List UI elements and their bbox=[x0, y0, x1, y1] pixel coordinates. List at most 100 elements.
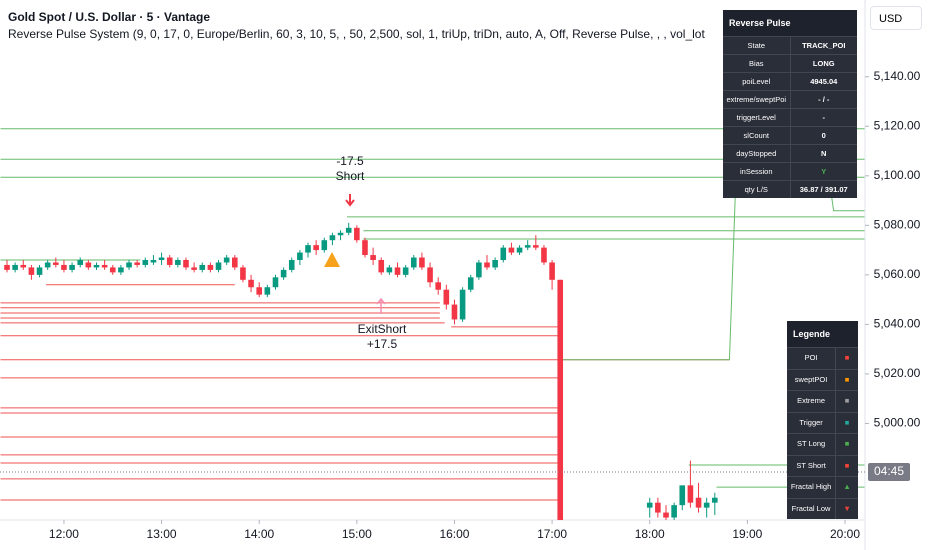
currency-button[interactable]: USD bbox=[870, 6, 922, 30]
candle-body bbox=[150, 260, 157, 263]
legend-symbol: ■ bbox=[835, 455, 858, 476]
info-row: slCount 0 bbox=[723, 126, 857, 144]
info-value: 36.87 / 391.07 bbox=[789, 181, 858, 198]
indicator-line: Reverse Pulse System (9, 0, 17, 0, Europ… bbox=[8, 27, 705, 41]
candle-body bbox=[175, 260, 181, 265]
candle-body bbox=[166, 257, 173, 265]
info-row: Bias LONG bbox=[723, 54, 857, 72]
legend-symbol: ■ bbox=[835, 434, 858, 455]
legend-symbol: ■ bbox=[835, 412, 858, 433]
candle-body bbox=[378, 260, 385, 273]
info-label: poiLevel bbox=[742, 77, 771, 86]
legend-row: Extreme ■ bbox=[787, 390, 858, 412]
legend-label: Fractal High bbox=[790, 482, 832, 491]
info-row: State TRACK_POI bbox=[723, 36, 857, 54]
legend-symbol: ■ bbox=[835, 369, 858, 390]
candle-body bbox=[44, 262, 51, 268]
legend-symbol: ■ bbox=[835, 391, 858, 412]
y-tick-label: 5,080.00 bbox=[874, 218, 921, 232]
candle-body bbox=[264, 287, 271, 295]
y-tick-label: 5,140.00 bbox=[874, 69, 921, 83]
candle-body bbox=[402, 267, 409, 275]
info-value: LONG bbox=[789, 55, 858, 72]
candle-body bbox=[524, 245, 531, 248]
x-tick-label: 20:00 bbox=[830, 527, 860, 541]
poi-marker bbox=[324, 252, 340, 267]
info-row: dayStopped N bbox=[723, 144, 857, 162]
y-tick-label: 5,120.00 bbox=[874, 118, 921, 132]
candle-body bbox=[207, 264, 214, 270]
y-tick-label: 5,000.00 bbox=[874, 416, 921, 430]
x-tick-label: 13:00 bbox=[147, 527, 177, 541]
legend-row: ST Long ■ bbox=[787, 433, 858, 455]
candle-body bbox=[215, 262, 222, 270]
candle-body bbox=[467, 277, 474, 290]
candle-body bbox=[69, 264, 75, 270]
legend-label: Trigger bbox=[799, 417, 823, 427]
legend-row: Fractal High ▲ bbox=[787, 476, 858, 498]
candle-body bbox=[443, 289, 450, 305]
candle-body bbox=[549, 262, 555, 280]
info-value: N bbox=[789, 145, 858, 162]
info-value: TRACK_POI bbox=[789, 37, 858, 54]
candle-body bbox=[557, 279, 564, 520]
info-row: poiLevel 4945.04 bbox=[723, 72, 857, 90]
candle-body bbox=[703, 502, 710, 508]
candle-body bbox=[451, 304, 458, 320]
y-tick-label: 5,060.00 bbox=[874, 267, 921, 281]
info-label: State bbox=[747, 41, 765, 50]
candle-body bbox=[77, 260, 84, 265]
annotation: Short bbox=[336, 169, 365, 183]
info-value: - / - bbox=[789, 91, 858, 108]
candle-body bbox=[231, 257, 238, 268]
info-value: - bbox=[789, 109, 858, 126]
info-label: slCount bbox=[743, 131, 769, 140]
candle-body bbox=[484, 262, 490, 268]
candle-body bbox=[305, 245, 311, 253]
candle-body bbox=[508, 247, 515, 253]
candle-body bbox=[4, 264, 10, 270]
candle-body bbox=[101, 264, 108, 268]
candle-body bbox=[459, 289, 466, 320]
legend-label: sweptPOI bbox=[794, 374, 828, 384]
candle-body bbox=[199, 264, 206, 270]
candle-body bbox=[410, 257, 417, 268]
info-table: Reverse Pulse State TRACK_POI Bias LONG poiLe… bbox=[723, 10, 857, 198]
candle-body bbox=[321, 240, 328, 251]
legend-symbol: ▲ bbox=[835, 477, 858, 498]
info-label: Bias bbox=[748, 59, 764, 68]
candle-body bbox=[370, 255, 376, 260]
legend-label: ST Short bbox=[796, 460, 826, 470]
y-tick-label: 5,020.00 bbox=[874, 366, 921, 380]
annotation: -17.5 bbox=[336, 154, 364, 168]
candle-body bbox=[142, 260, 149, 265]
candle-body bbox=[679, 485, 686, 506]
x-tick-label: 15:00 bbox=[342, 527, 372, 541]
candle-body bbox=[345, 227, 352, 233]
candle-body bbox=[288, 260, 295, 270]
candle-body bbox=[695, 497, 702, 508]
candle-body bbox=[109, 267, 116, 273]
candle-body bbox=[394, 267, 401, 275]
candle-body bbox=[646, 502, 653, 508]
x-tick-label: 14:00 bbox=[244, 527, 274, 541]
candle-body bbox=[28, 267, 35, 275]
candle-body bbox=[500, 247, 507, 260]
legend-symbol: ▼ bbox=[835, 498, 858, 519]
info-value: 0 bbox=[789, 127, 858, 144]
annotation: +17.5 bbox=[367, 337, 398, 351]
candle-body bbox=[712, 497, 718, 503]
legend-row: ST Short ■ bbox=[787, 454, 858, 476]
x-tick-label: 16:00 bbox=[439, 527, 469, 541]
x-tick-label: 12:00 bbox=[49, 527, 79, 541]
info-row: triggerLevel - bbox=[723, 108, 857, 126]
candle-body bbox=[248, 279, 254, 288]
x-tick-label: 19:00 bbox=[732, 527, 762, 541]
y-tick-label: 5,100.00 bbox=[874, 168, 921, 182]
legend-label: Extreme bbox=[797, 396, 826, 405]
candle-body bbox=[435, 282, 441, 290]
legend-row: sweptPOI ■ bbox=[787, 368, 858, 390]
legend-title: Legende bbox=[787, 321, 858, 347]
legend-label: POI bbox=[804, 353, 818, 362]
